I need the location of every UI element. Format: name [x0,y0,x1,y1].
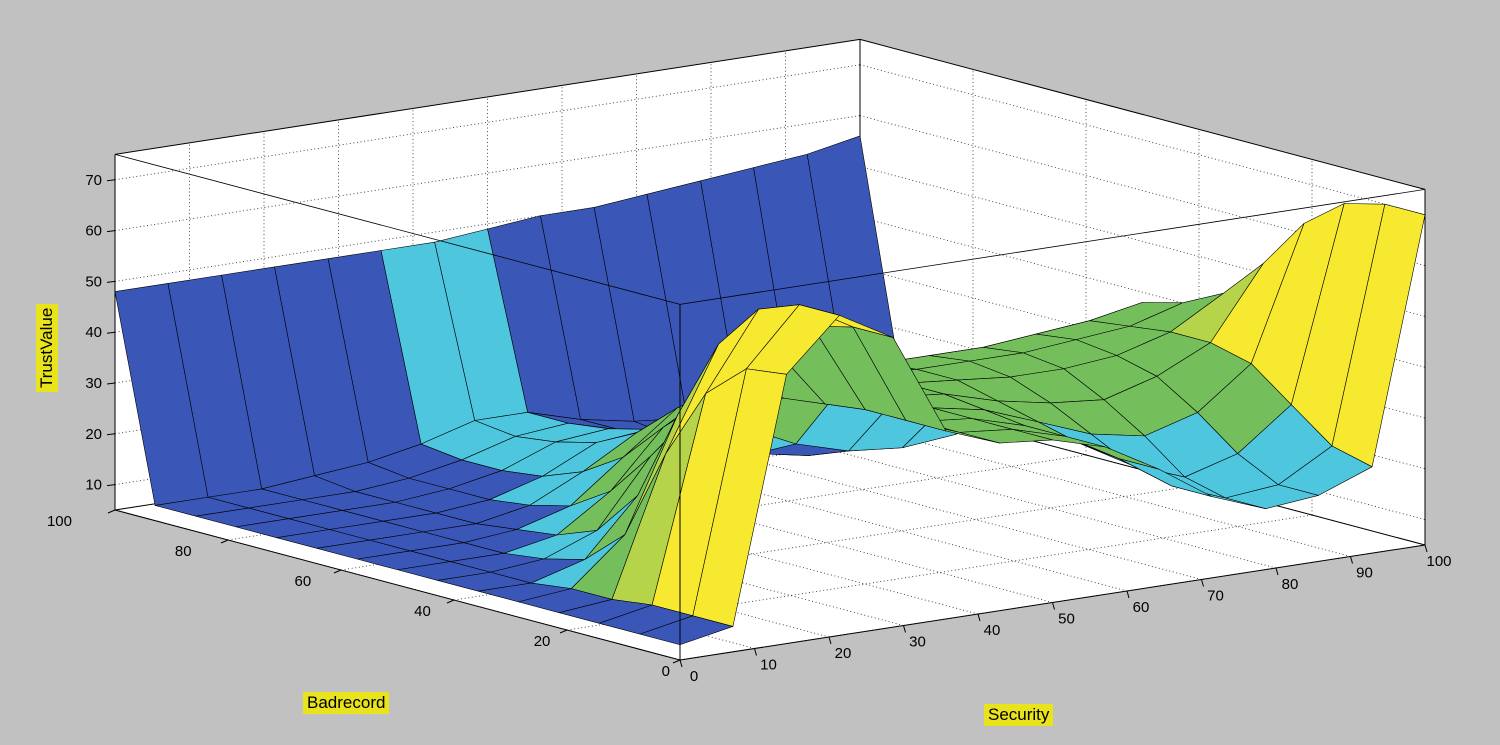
grid-line [636,429,1202,580]
x-tick [903,625,906,633]
grid-line [710,417,1277,569]
y-axis-label: Badrecord [303,692,390,714]
x-tick [1275,567,1279,576]
grid-line [859,165,1426,317]
tick-label: 10 [85,477,102,494]
box-edge [114,509,681,661]
z-tick [106,433,116,436]
y-tick [446,599,455,604]
surface-face [639,615,734,646]
grid-line [785,406,1351,557]
tick-label: 20 [835,645,852,662]
y-tick [672,659,681,664]
tick-label: 40 [85,324,102,341]
surface-mesh [114,135,1426,646]
x-tick [1052,602,1055,610]
x-tick [1126,590,1130,599]
box-edge [114,38,861,155]
grid-line [859,216,1426,368]
x-tick [1424,544,1428,553]
x-axis-label: Security [984,704,1054,726]
tick-label: 50 [1058,611,1075,628]
tick-label: 10 [760,657,777,674]
tick-label: 100 [1426,553,1451,570]
x-tick [679,659,683,668]
tick-label: 30 [909,634,926,651]
x-tick [977,613,981,622]
grid-line [859,115,1426,267]
x-tick [1350,556,1353,564]
grid-line [859,64,1426,216]
x-tick [1201,579,1204,587]
tick-label: 70 [85,172,102,189]
tick-label: 100 [47,513,72,530]
tick-label: 20 [85,426,102,443]
tick-label: 40 [984,622,1001,639]
tick-label: 30 [85,375,102,392]
grid-line [487,452,1053,603]
z-axis-label: TrustValue [36,303,58,392]
z-tick [106,179,116,182]
y-tick [220,539,229,544]
tick-label: 70 [1207,588,1224,605]
y-tick [107,509,116,514]
tick-label: 20 [534,633,551,650]
y-tick [559,629,568,634]
tick-label: 90 [1356,565,1373,582]
tick-label: 80 [175,543,192,560]
tick-label: 80 [1282,576,1299,593]
grid-line [561,440,1128,592]
z-tick [106,230,116,233]
tick-label: 60 [295,573,312,590]
box-edge-front [114,154,681,305]
z-tick [106,331,116,334]
tick-label: 0 [662,663,670,680]
plot-box-front [114,154,1426,660]
x-tick [754,648,757,656]
tick-label: 60 [1133,599,1150,616]
x-tick [828,636,832,645]
z-tick [106,484,116,487]
box-edge [859,38,1426,190]
z-tick [106,382,116,385]
tick-label: 60 [85,223,102,240]
y-tick [333,569,342,574]
z-tick [106,280,116,283]
tick-label: 50 [85,273,102,290]
box-edge-front [679,189,1426,305]
tick-label: 40 [414,603,431,620]
tick-label: 0 [690,668,698,685]
axis-ticks: 0 10 20 30 40 50 60 70 80 90 100 0 20 40 60 80 100 10 20 30… [47,172,1452,685]
